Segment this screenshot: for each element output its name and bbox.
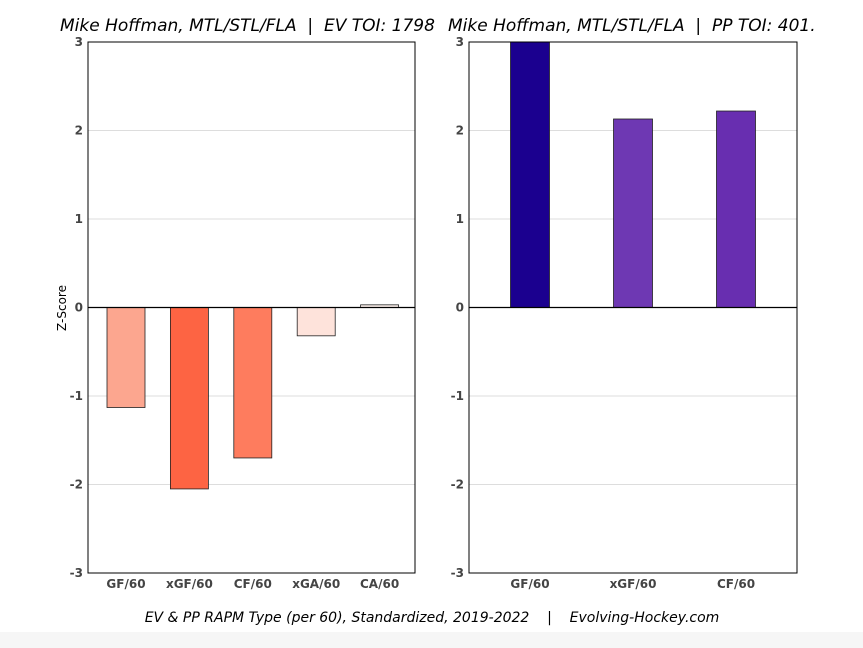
ev-y-axis-label: Z-Score: [55, 285, 69, 331]
pp-plot-frame: [468, 41, 798, 574]
pp-x-tick-label: xGF/60: [610, 577, 657, 591]
pp-y-tick-label: 0: [456, 301, 464, 315]
ev-x-tick-label: xGA/60: [292, 577, 340, 591]
ev-y-tick-label: 2: [75, 124, 83, 138]
pp-y-tick-label: 1: [456, 212, 464, 226]
pp-bars: [510, 41, 756, 308]
pp-y-tick-label: 2: [456, 124, 464, 138]
pp-chart-title: Mike Hoffman, MTL/STL/FLA | PP TOI: 401.…: [448, 16, 826, 36]
bottom-strip: [0, 632, 863, 648]
ev-bars: [106, 304, 400, 490]
ev-bar-gf-per-60: [106, 307, 146, 408]
pp-bar-gf-per-60: [510, 41, 550, 308]
ev-bar-cf-per-60: [233, 307, 273, 459]
ev-y-tick-label: 3: [75, 35, 83, 49]
ev-y-tick-label: 0: [75, 301, 83, 315]
ev-x-ticks: GF/60 xGF/60 CF/60 xGA/60 CA/60: [106, 577, 399, 591]
ev-y-tick-label: -1: [70, 389, 83, 403]
pp-y-tick-label: -3: [451, 566, 464, 580]
pp-bar-xgf-per-60: [613, 118, 653, 308]
ev-x-tick-label: CF/60: [234, 577, 272, 591]
ev-x-tick-label: CA/60: [360, 577, 399, 591]
ev-bar-xgf-per-60: [169, 307, 209, 490]
chart-footer: EV & PP RAPM Type (per 60), Standardized…: [145, 610, 720, 626]
pp-y-tick-label: -1: [451, 389, 464, 403]
pp-x-tick-label: GF/60: [510, 577, 549, 591]
ev-bar-xga-per-60: [296, 307, 336, 337]
ev-y-tick-label: -3: [70, 566, 83, 580]
ev-chart-title: Mike Hoffman, MTL/STL/FLA | EV TOI: 1798: [60, 16, 435, 36]
ev-y-tick-label: 1: [75, 212, 83, 226]
ev-x-tick-label: xGF/60: [166, 577, 213, 591]
pp-chart-panel: Mike Hoffman, MTL/STL/FLA | PP TOI: 401.…: [448, 16, 826, 591]
ev-chart-panel: Mike Hoffman, MTL/STL/FLA | EV TOI: 1798…: [55, 16, 435, 591]
pp-bar-cf-per-60: [716, 110, 756, 308]
pp-x-tick-label: CF/60: [717, 577, 755, 591]
ev-plot-frame: [87, 41, 416, 574]
pp-y-tick-label: -2: [451, 478, 464, 492]
ev-y-tick-label: -2: [70, 478, 83, 492]
ev-y-ticks: -3 -2 -1 0 1 2 3: [70, 35, 83, 580]
ev-x-tick-label: GF/60: [106, 577, 145, 591]
pp-y-tick-label: 3: [456, 35, 464, 49]
pp-y-ticks: -3 -2 -1 0 1 2 3: [451, 35, 464, 580]
pp-x-ticks: GF/60 xGF/60 CF/60: [510, 577, 755, 591]
